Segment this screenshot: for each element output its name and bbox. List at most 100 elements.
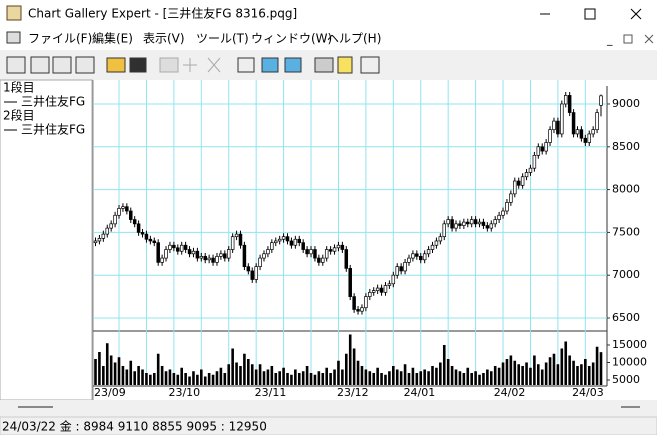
candle-body [364,296,368,309]
tool-button[interactable] [75,56,95,74]
candle-body [324,249,329,259]
volume-bar [274,372,278,385]
candle-body [121,206,125,209]
menu-item[interactable]: ヘルプ(H) [327,32,381,46]
volume-bar [102,365,105,385]
volume-bar [243,353,246,385]
mdi-close[interactable] [644,34,654,44]
candle-body [387,283,392,286]
candle-body [399,266,403,272]
volume-bar [313,374,317,385]
candle-body [101,233,106,239]
x-tick-label: 24/01 [404,386,436,399]
delete-button[interactable] [207,57,221,73]
volume-bar [419,371,423,385]
candle-body [352,296,356,310]
volume-bar [156,353,160,385]
candle-body [383,285,388,293]
y-tick-label: 6500 [612,311,640,324]
volume-bar [560,348,564,385]
volume-bar [599,352,603,385]
print-button[interactable] [314,57,334,73]
candle-body [458,223,462,226]
candle-body [258,257,262,267]
volume-bar [172,372,176,385]
volume-bar [141,369,144,385]
menu-item[interactable]: ウィンドウ(W) [251,32,332,46]
candle-body [274,240,278,244]
tool-button[interactable] [30,56,50,74]
volume-bar [133,371,136,385]
context-help-button[interactable] [360,56,380,74]
tool-button[interactable] [159,57,179,73]
volume-bar [537,364,540,385]
add-button[interactable] [183,58,197,72]
candle-body [164,249,168,259]
maximize-button[interactable] [584,8,596,20]
volume-bar [333,369,336,385]
volume-bar [223,372,227,385]
mdi-restore[interactable] [623,34,633,44]
down-button[interactable] [261,57,279,73]
candle-body [234,233,239,238]
tool-button[interactable] [237,57,255,73]
y2-tick-label: 10000 [612,355,647,368]
volume-bar [525,362,528,385]
candle-body [223,253,227,259]
menu-item[interactable]: ファイル(F) [28,32,92,46]
candle-body [391,274,396,285]
y-tick-label: 9000 [612,97,640,110]
doc-icon[interactable] [6,31,21,44]
candle-body [528,167,533,173]
volume-bar [121,365,125,385]
volume-bar [591,362,595,385]
panel-series: 三井住友FG [21,123,85,137]
volume-bar [105,343,109,385]
volume-bar [533,355,536,385]
candle-body [501,210,505,216]
candle-body [567,95,572,113]
mdi-minimize[interactable]: _ [606,33,613,46]
tool-button[interactable] [6,56,26,74]
help-button[interactable] [337,56,353,74]
volume-bar [262,371,266,385]
candle-body [422,253,427,261]
volume-bar [290,374,293,385]
candle-body [356,309,360,312]
up-button[interactable] [284,57,302,73]
candle-body [309,249,313,255]
volume-bar [423,369,426,385]
menu-item[interactable]: 表示(V) [143,32,185,46]
candle-body [254,266,258,280]
candle-body [520,176,525,186]
candle-body [195,250,200,259]
volume-bar [180,367,184,385]
menu-item[interactable]: ツール(T) [196,32,249,46]
candle-body [544,142,548,152]
open-button[interactable] [106,57,126,73]
plot: 6500 7000 7500 8000 8500 9000 5000 10000 15000 23… [93,80,647,399]
candle-body [438,236,443,242]
candle-body [199,256,204,259]
candle-body [246,266,251,272]
candle-body [466,221,470,225]
volume-bar [501,362,505,385]
candle-body [469,219,474,225]
save-button[interactable] [129,57,147,73]
volume-bar [125,369,129,385]
candle-body [97,238,102,242]
candle-body [411,253,415,259]
volume-bar [317,371,321,385]
volume-bar [568,355,571,385]
volume-bar [309,372,313,385]
candle-body [395,266,399,276]
volume-bar [129,360,133,385]
menu-item[interactable]: 編集(E) [92,31,133,46]
splitter [0,400,657,416]
volume-bar [301,371,305,385]
close-button[interactable] [630,8,642,20]
candle-body [348,268,352,297]
tool-button[interactable] [52,56,72,74]
candle-body [571,112,576,135]
